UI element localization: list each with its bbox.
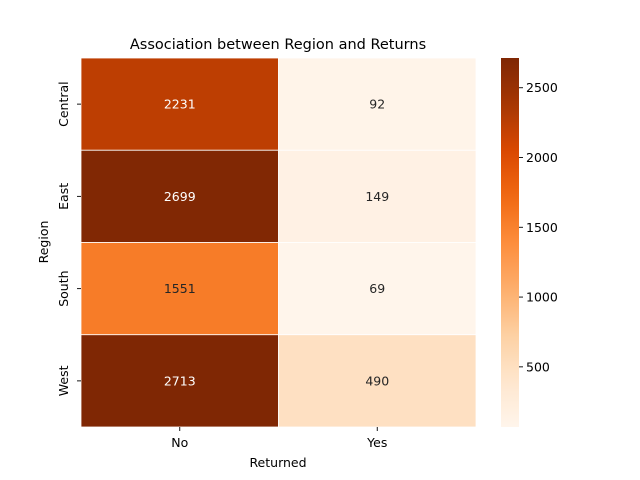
heatmap-cell (80, 149, 279, 243)
colorbar-tick-label: 500 (526, 359, 550, 374)
x-tick-label: Yes (366, 435, 387, 450)
x-tick-label: No (171, 435, 188, 450)
heatmap-cell (278, 57, 477, 151)
y-tick-label: West (56, 365, 71, 396)
cell-value-label: 2699 (164, 189, 196, 204)
heatmap-cell (278, 242, 477, 336)
y-tick-label: South (56, 270, 71, 306)
x-axis: No Yes (171, 427, 387, 450)
y-tick-label: Central (56, 81, 71, 127)
y-axis: Central East South West (56, 81, 81, 396)
colorbar-gradient (501, 58, 519, 427)
cell-value-label: 490 (365, 373, 389, 388)
cell-value-label: 2231 (164, 97, 196, 112)
colorbar-tick-label: 1500 (526, 220, 558, 235)
colorbar-tick-label: 2500 (526, 80, 558, 95)
heatmap-cell (278, 334, 477, 428)
heatmap-cells: 2231 92 2699 149 1551 69 2713 490 (80, 57, 477, 428)
heatmap-cell (80, 334, 279, 428)
heatmap-cell (278, 149, 477, 243)
heatmap-cell (80, 242, 279, 336)
chart-title: Association between Region and Returns (130, 37, 426, 53)
cell-value-label: 69 (369, 281, 385, 296)
colorbar-tick-label: 2000 (526, 150, 558, 165)
cell-value-label: 92 (369, 97, 385, 112)
cell-value-label: 149 (365, 189, 389, 204)
y-axis-label: Region (36, 221, 51, 264)
x-axis-label: Returned (249, 455, 306, 470)
heatmap-cell (80, 57, 279, 151)
y-tick-label: East (56, 183, 71, 210)
cell-value-label: 1551 (164, 281, 196, 296)
colorbar: 500 1000 1500 2000 2500 (501, 58, 558, 427)
colorbar-tick-label: 1000 (526, 290, 558, 305)
cell-value-label: 2713 (164, 373, 196, 388)
